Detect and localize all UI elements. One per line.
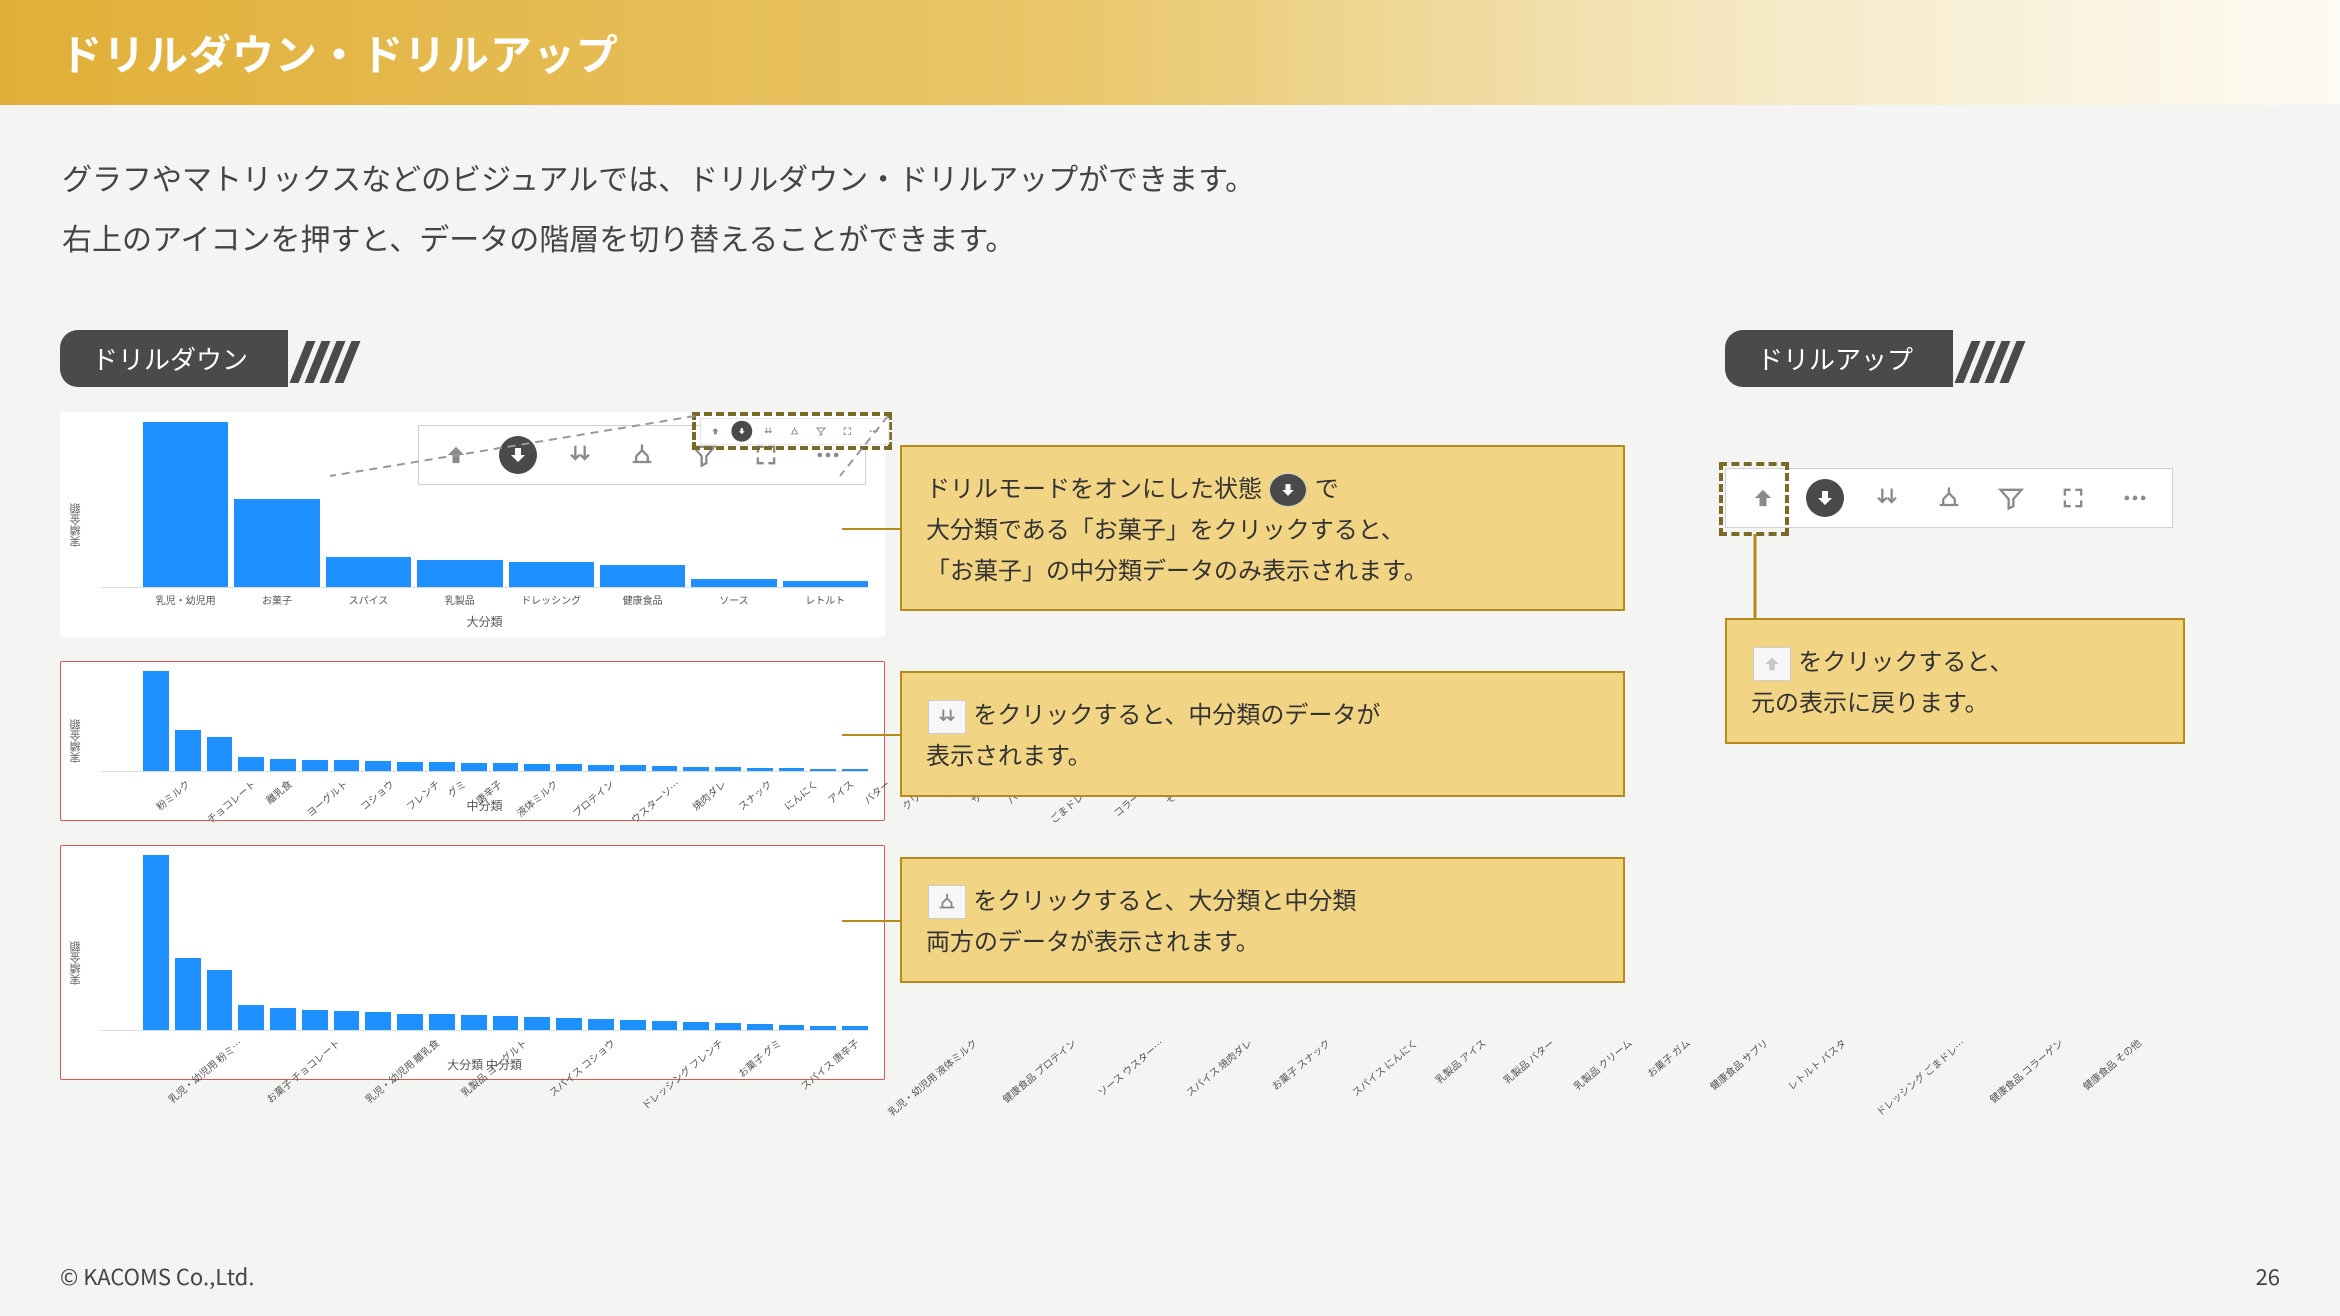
callout-4: をクリックすると、 元の表示に戻ります。 [1725, 618, 2185, 744]
drill-up-icon [705, 421, 726, 442]
highlight-box-up [1719, 462, 1789, 536]
callout-3: をクリックすると、大分類と中分類 両方のデータが表示されます。 [900, 857, 1625, 983]
title-bar: ドリルダウン・ドリルアップ [0, 0, 2340, 105]
drill-toolbar-right [1725, 468, 2173, 528]
drill-down-icon[interactable] [1806, 479, 1844, 517]
drilldown-header: ドリルダウン [60, 330, 885, 388]
page-title: ドリルダウン・ドリルアップ [60, 22, 619, 83]
drill-all-down-icon[interactable] [561, 436, 599, 474]
drill-all-down-icon[interactable] [1868, 479, 1906, 517]
intro-text: グラフやマトリックスなどのビジュアルでは、ドリルダウン・ドリルアップができます。… [0, 105, 2340, 277]
callout-1: ドリルモードをオンにした状態 で 大分類である「お菓子」をクリックすると、 「お… [900, 445, 1625, 611]
expand-hierarchy-icon [928, 885, 966, 919]
drillup-tab: ドリルアップ [1725, 330, 1953, 387]
drill-up-icon [1753, 647, 1791, 681]
stripes [292, 341, 352, 388]
focus-icon[interactable] [2054, 479, 2092, 517]
drill-toolbar-small [700, 418, 889, 444]
filter-icon[interactable] [1992, 479, 2030, 517]
expand-hierarchy-icon[interactable] [623, 436, 661, 474]
drill-down-icon[interactable] [499, 436, 537, 474]
copyright: © KACOMS Co.,Ltd. [60, 1260, 254, 1292]
drill-all-down-icon [928, 700, 966, 734]
expand-hierarchy-icon[interactable] [1930, 479, 1968, 517]
footer: © KACOMS Co.,Ltd. 26 [60, 1260, 2280, 1292]
callout-2: をクリックすると、中分類のデータが 表示されます。 [900, 671, 1625, 797]
drillup-header: ドリルアップ [1725, 330, 2295, 388]
more-icon[interactable] [2116, 479, 2154, 517]
chart-card-3: 実績金額 乳児・幼児用 粉ミ…お菓子 チョコレート乳児・幼児用 離乳食乳製品 ヨ… [60, 845, 885, 1080]
drilldown-tab: ドリルダウン [60, 330, 288, 387]
drill-down-icon [1269, 473, 1307, 507]
drill-down-icon [731, 421, 752, 442]
chart-card-2: 実績金額 粉ミルクチョコレート離乳食ヨーグルトコショウフレンチグミ唐辛子液体ミル… [60, 661, 885, 821]
page-number: 26 [2256, 1260, 2280, 1292]
drill-up-icon[interactable] [437, 436, 475, 474]
